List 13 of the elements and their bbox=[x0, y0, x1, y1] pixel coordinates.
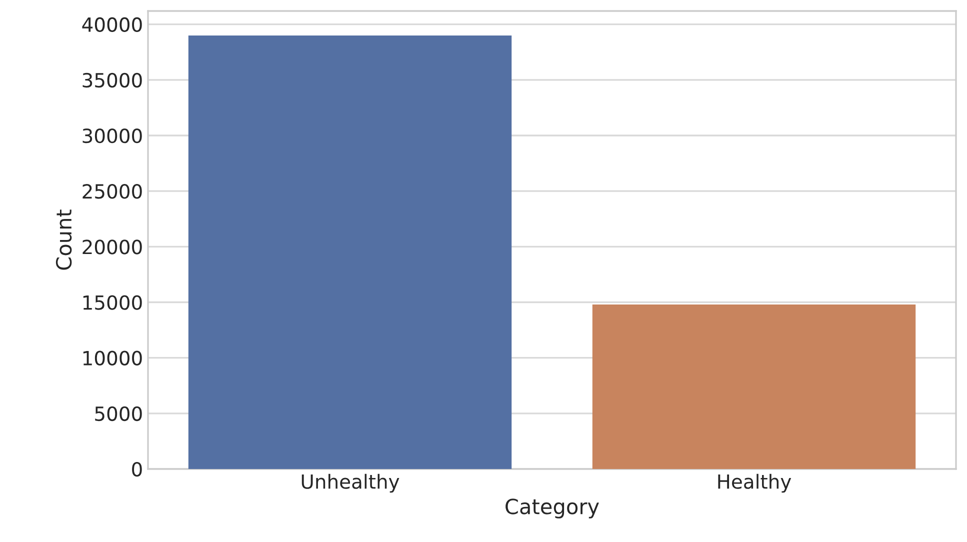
y-tick-label: 25000 bbox=[82, 184, 142, 199]
y-tick-label: 20000 bbox=[82, 240, 142, 254]
y-axis-title: Count bbox=[56, 210, 72, 270]
y-tick-label: 35000 bbox=[82, 72, 142, 88]
y-tick-label: 15000 bbox=[83, 295, 142, 310]
y-tick-label: 0 bbox=[132, 462, 142, 477]
x-tick-label: Healthy bbox=[718, 474, 792, 493]
x-tick-label: Unhealthy bbox=[302, 474, 400, 493]
y-tick-label: 40000 bbox=[82, 17, 142, 32]
x-axis-title: Category bbox=[506, 498, 599, 518]
y-tick-label: 5000 bbox=[95, 406, 142, 422]
y-tick-label: 10000 bbox=[83, 350, 142, 366]
y-tick-label: 30000 bbox=[82, 128, 142, 144]
